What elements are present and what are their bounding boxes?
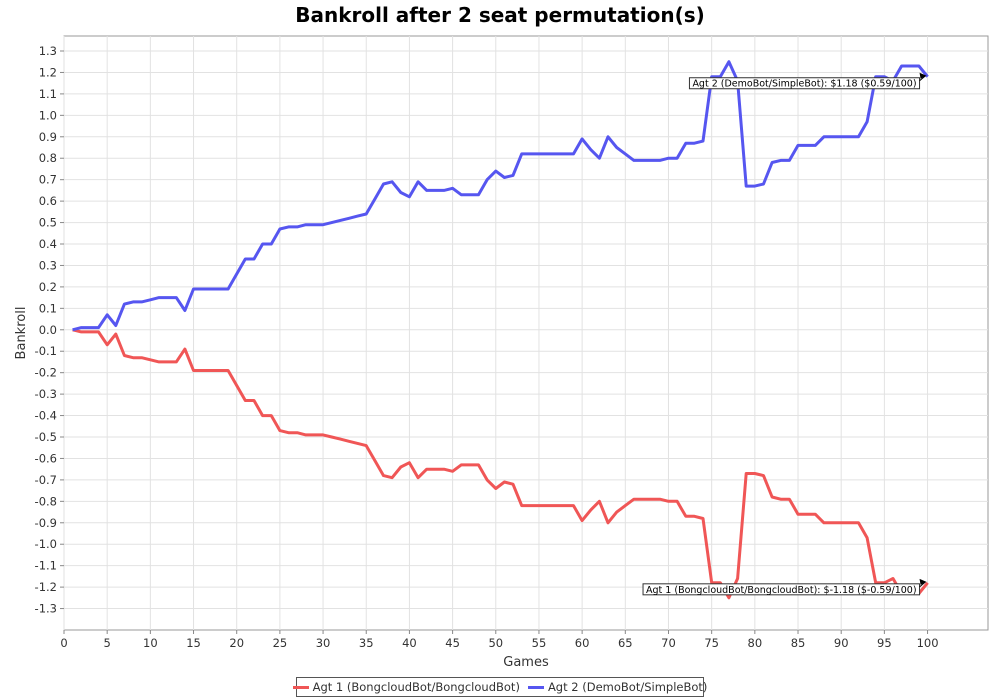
y-axis-ticks: 1.3 1.2 1.1 1.0 0.9 0.8 0.7 0.6 0.5 0.4 0.3 0.2 0.1 0… [35, 44, 64, 616]
y-tick-label: -0.8 [35, 494, 57, 508]
y-tick-label: 1.1 [39, 87, 57, 101]
y-tick-label: -0.1 [35, 344, 57, 358]
x-tick-label: 50 [488, 636, 503, 650]
y-tick-label: -0.5 [35, 430, 57, 444]
x-tick-label: 30 [316, 636, 331, 650]
y-tick-label: 0.4 [39, 237, 57, 251]
x-tick-label: 35 [359, 636, 374, 650]
x-axis-label: Games [503, 655, 549, 670]
x-tick-label: 0 [60, 636, 67, 650]
y-tick-label: -1.0 [35, 537, 57, 551]
y-tick-label: -0.3 [35, 387, 57, 401]
y-tick-label: 0.5 [39, 216, 57, 230]
legend-item-agt1: Agt 1 (BongcloudBot/BongcloudBot) [292, 680, 520, 694]
x-tick-label: 20 [229, 636, 244, 650]
x-tick-label: 25 [273, 636, 288, 650]
y-axis-label: Bankroll [14, 307, 29, 360]
series-line-agt1 [72, 328, 929, 600]
y-tick-label: 0.6 [39, 194, 57, 208]
y-tick-label: 0.3 [39, 258, 57, 272]
y-tick-label: -1.3 [35, 602, 57, 616]
y-tick-label: 1.2 [39, 65, 57, 79]
y-tick-label: 0.7 [39, 173, 57, 187]
x-tick-label: 95 [877, 636, 892, 650]
x-tick-label: 40 [402, 636, 417, 650]
x-tick-label: 90 [834, 636, 849, 650]
legend-swatch-agt1 [292, 685, 309, 689]
x-tick-label: 85 [791, 636, 806, 650]
y-tick-label: 1.3 [39, 44, 57, 58]
legend-label-agt1: Agt 1 (BongcloudBot/BongcloudBot) [312, 680, 520, 694]
legend-swatch-agt2 [527, 685, 544, 689]
chart-title: Bankroll after 2 seat permutation(s) [295, 3, 705, 27]
y-tick-label: -0.7 [35, 473, 57, 487]
annotation-label: Agt 1 (BongcloudBot/BongcloudBot): $-1.1… [646, 585, 917, 596]
y-tick-label: 1.0 [39, 108, 57, 122]
y-tick-label: 0.1 [39, 301, 57, 315]
x-tick-label: 10 [143, 636, 158, 650]
y-tick-label: 0.9 [39, 130, 57, 144]
x-tick-label: 80 [748, 636, 763, 650]
x-tick-label: 100 [917, 636, 939, 650]
y-tick-label: -0.4 [35, 409, 57, 423]
annotations: Agt 2 (DemoBot/SimpleBot): $1.18 ($0.59/… [642, 72, 927, 596]
x-tick-label: 60 [575, 636, 590, 650]
annotation-box [642, 583, 921, 596]
plot-area [63, 35, 989, 631]
y-tick-label: -0.6 [35, 451, 57, 465]
y-tick-label: -1.1 [35, 559, 57, 573]
y-tick-label: -1.2 [35, 580, 57, 594]
x-tick-label: 15 [186, 636, 201, 650]
y-tick-label: 0.0 [39, 323, 57, 337]
x-tick-label: 65 [618, 636, 633, 650]
y-tick-label: -0.2 [35, 366, 57, 380]
series-lines [72, 60, 929, 600]
x-tick-label: 45 [445, 636, 460, 650]
x-axis-ticks: 0 5 10 15 20 25 30 35 40 45 50 55 60 65 70 75 80 85 90 95 10… [60, 630, 939, 650]
legend-item-agt2: Agt 2 (DemoBot/SimpleBot) [527, 680, 708, 694]
annotation-arrowhead [919, 578, 927, 585]
x-tick-label: 5 [104, 636, 111, 650]
legend-label-agt2: Agt 2 (DemoBot/SimpleBot) [547, 680, 708, 694]
y-tick-label: 0.8 [39, 151, 57, 165]
annotation-arrowhead [919, 72, 927, 79]
annotation-box [688, 77, 921, 90]
x-tick-label: 70 [661, 636, 676, 650]
x-tick-label: 75 [704, 636, 719, 650]
x-tick-label: 55 [532, 636, 547, 650]
y-tick-label: -0.9 [35, 516, 57, 530]
series-line-agt2 [72, 60, 929, 332]
y-tick-label: 0.2 [39, 280, 57, 294]
legend: Agt 1 (BongcloudBot/BongcloudBot) Agt 2 … [292, 677, 708, 697]
annotation-label: Agt 2 (DemoBot/SimpleBot): $1.18 ($0.59/… [692, 79, 916, 90]
